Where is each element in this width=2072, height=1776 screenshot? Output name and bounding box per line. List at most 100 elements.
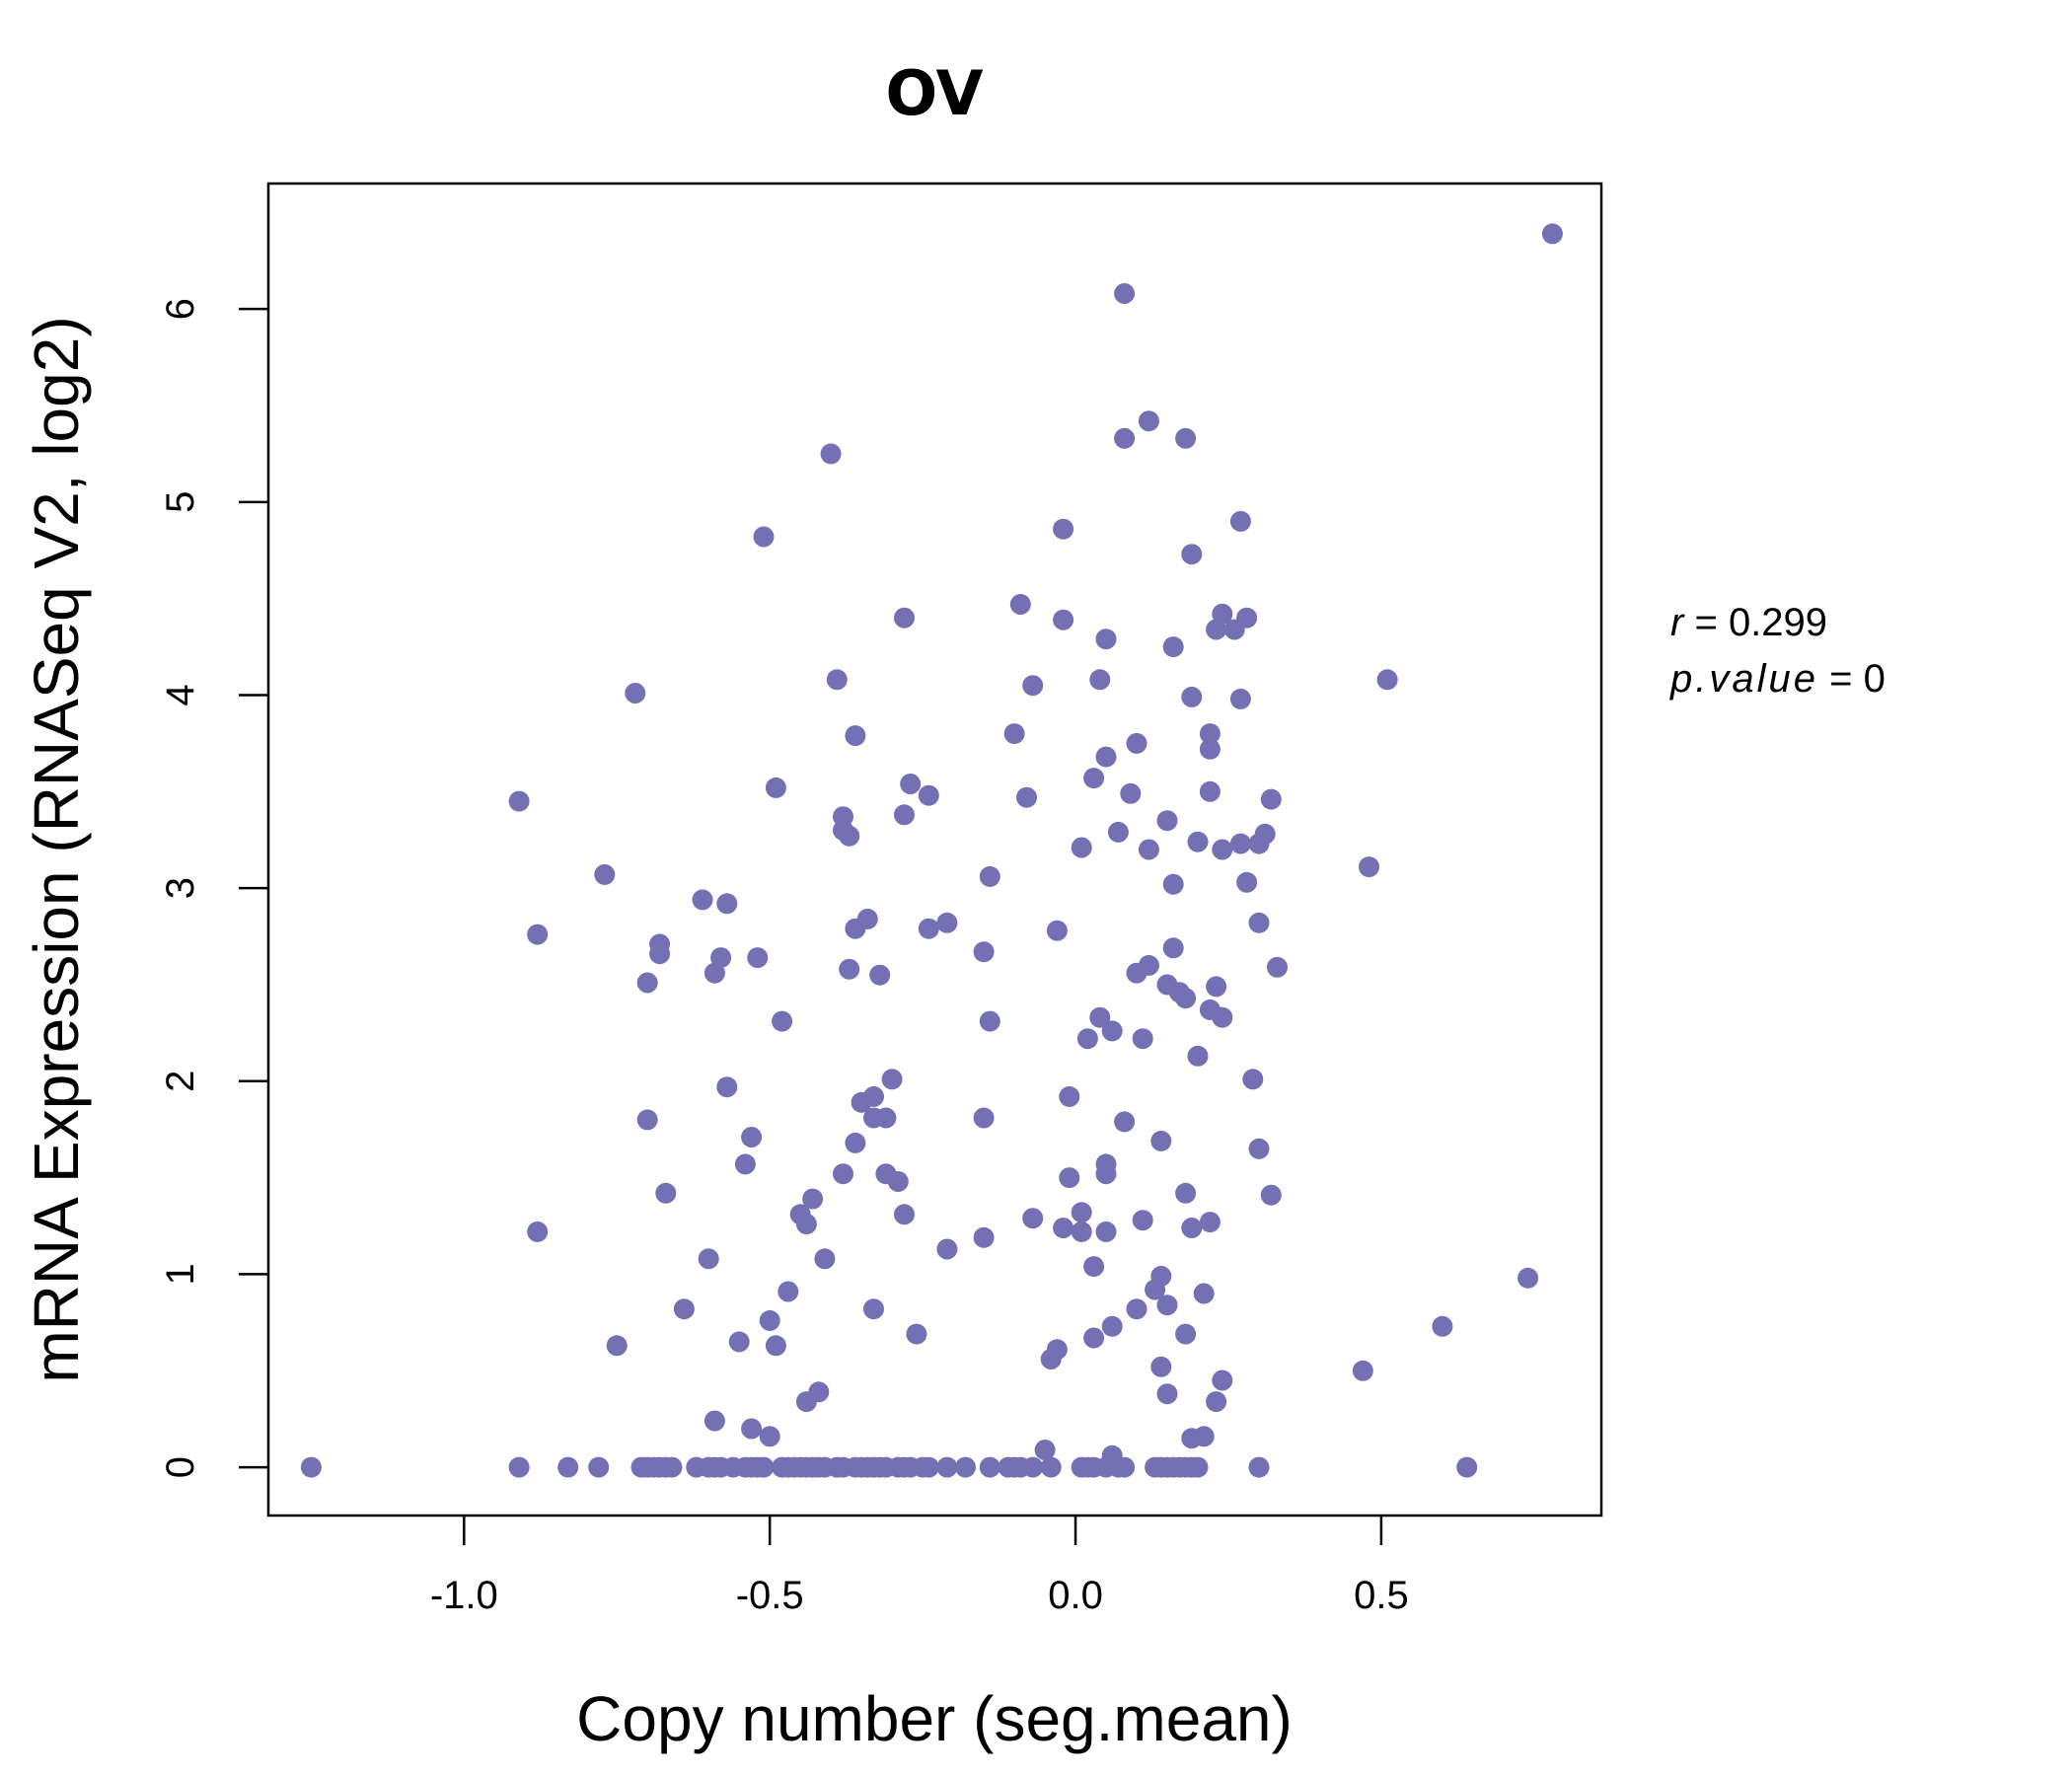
data-point — [703, 1410, 725, 1432]
data-point — [710, 947, 732, 969]
data-point — [636, 972, 658, 994]
data-point — [1248, 912, 1270, 933]
data-point — [1114, 1111, 1136, 1133]
data-point — [1095, 746, 1117, 768]
data-point — [894, 607, 915, 629]
y-axis-label: mRNA Expression (RNASeq V2, log2) — [21, 316, 92, 1382]
r-stat-equals: = — [1694, 601, 1728, 644]
data-point — [894, 1204, 915, 1225]
data-point — [772, 1010, 793, 1032]
data-point — [1267, 956, 1288, 978]
data-point — [955, 1456, 976, 1478]
data-point — [936, 1238, 958, 1260]
data-point — [1229, 833, 1251, 854]
data-point — [655, 1182, 677, 1204]
data-point — [1022, 1456, 1044, 1478]
data-point — [1175, 427, 1197, 449]
data-point — [1150, 1130, 1172, 1151]
data-point — [1009, 594, 1031, 615]
data-point — [869, 964, 891, 986]
data-point — [845, 725, 866, 747]
data-point — [1199, 780, 1221, 802]
data-point — [1187, 831, 1209, 852]
x-tick-label: -1.0 — [430, 1574, 498, 1617]
data-point — [1254, 823, 1276, 845]
r-stat-label: r — [1670, 601, 1685, 644]
data-point — [1199, 1212, 1221, 1233]
x-tick-label: 0.5 — [1354, 1574, 1409, 1617]
data-point — [820, 443, 842, 465]
data-point — [887, 1171, 909, 1192]
x-axis: -1.0 -0.5 0.0 0.5 — [430, 1516, 1409, 1617]
x-tick-label: -0.5 — [736, 1574, 804, 1617]
data-point — [1187, 1456, 1209, 1478]
data-point — [1162, 937, 1184, 959]
data-point — [1016, 786, 1037, 808]
data-point — [973, 1226, 995, 1248]
data-point — [716, 1076, 738, 1098]
y-tick-label: 3 — [159, 877, 202, 899]
data-point — [1071, 1202, 1092, 1223]
data-point — [863, 1298, 884, 1320]
data-point — [875, 1107, 897, 1129]
data-point — [1107, 821, 1129, 843]
chart-title: OV — [885, 57, 983, 129]
data-point — [1150, 1265, 1172, 1287]
data-point — [759, 1426, 780, 1447]
data-point — [1199, 723, 1221, 745]
data-point — [1053, 1218, 1074, 1238]
data-point — [1101, 1020, 1123, 1042]
data-point — [625, 683, 646, 703]
data-point — [747, 947, 769, 969]
data-point — [508, 1456, 530, 1478]
data-point — [649, 943, 671, 965]
data-point — [1187, 1045, 1209, 1067]
p-value-stat-equals: = — [1829, 657, 1863, 701]
data-point — [753, 1456, 775, 1478]
data-point — [1248, 1138, 1270, 1159]
data-point — [1003, 723, 1025, 745]
data-point — [1089, 669, 1111, 691]
data-point — [1229, 510, 1251, 532]
x-axis-label: Copy number (seg.mean) — [576, 1683, 1293, 1754]
data-point — [826, 669, 848, 691]
data-point — [741, 1127, 763, 1147]
data-point — [1101, 1444, 1123, 1466]
data-point — [765, 777, 786, 798]
data-point — [856, 908, 878, 929]
data-point — [728, 1331, 750, 1353]
data-point — [1114, 427, 1136, 449]
data-point — [1046, 920, 1068, 941]
data-point — [1376, 669, 1398, 691]
data-point — [1432, 1315, 1453, 1337]
data-point — [300, 1456, 322, 1478]
data-point — [894, 804, 915, 826]
data-point — [1022, 1208, 1044, 1229]
data-point — [661, 1456, 683, 1478]
data-point — [1206, 1391, 1227, 1413]
data-point — [673, 1298, 695, 1320]
data-point — [808, 1381, 830, 1403]
data-point — [1046, 1339, 1068, 1361]
data-point — [527, 924, 549, 945]
data-point — [918, 918, 939, 939]
data-point — [979, 865, 1000, 887]
data-point — [1138, 410, 1159, 432]
data-point — [588, 1456, 610, 1478]
data-point — [936, 912, 958, 933]
data-point — [1083, 768, 1105, 789]
y-tick-label: 4 — [159, 684, 202, 705]
data-point — [1059, 1167, 1080, 1189]
data-point — [1022, 675, 1044, 697]
data-point — [1248, 1456, 1270, 1478]
data-point — [814, 1248, 836, 1270]
data-point — [1212, 1006, 1233, 1028]
data-point — [1212, 839, 1233, 860]
data-point — [802, 1188, 824, 1210]
data-point — [1199, 738, 1221, 760]
p-value-stat-label: p.value — [1669, 657, 1818, 701]
data-point — [833, 1163, 853, 1185]
x-tick-label: 0.0 — [1048, 1574, 1103, 1617]
data-point — [1114, 283, 1136, 304]
